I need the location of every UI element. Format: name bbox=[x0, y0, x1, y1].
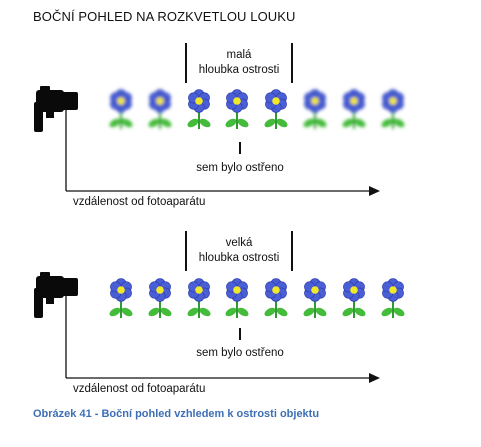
flower bbox=[109, 89, 133, 129]
flower bbox=[381, 89, 405, 129]
flower bbox=[148, 278, 172, 318]
distance-axis-label: vzdálenost od fotoaparátu bbox=[73, 383, 205, 395]
flower bbox=[342, 278, 366, 318]
figure-caption: Obrázek 41 - Boční pohled vzhledem k ost… bbox=[33, 408, 320, 420]
flower bbox=[148, 89, 172, 129]
flower bbox=[187, 278, 211, 318]
flower bbox=[109, 278, 133, 318]
flower bbox=[187, 89, 211, 129]
panel-shallow-dof: malá hloubka ostrosti sem bylo ostřeno v… bbox=[34, 43, 405, 208]
dof-label-size: malá bbox=[227, 49, 253, 61]
flower bbox=[342, 89, 366, 129]
flower bbox=[303, 89, 327, 129]
camera-icon bbox=[34, 272, 78, 318]
dof-label-depth: hloubka ostrosti bbox=[199, 252, 280, 264]
figure-heading: BOČNÍ POHLED NA ROZKVETLOU LOUKU bbox=[33, 9, 296, 24]
distance-axis-arrowhead bbox=[369, 373, 380, 383]
flower bbox=[225, 89, 249, 129]
focus-label: sem bylo ostřeno bbox=[196, 347, 284, 359]
distance-axis-label: vzdálenost od fotoaparátu bbox=[73, 196, 205, 208]
flower bbox=[225, 278, 249, 318]
flower bbox=[381, 278, 405, 318]
dof-label-depth: hloubka ostrosti bbox=[199, 64, 280, 76]
camera-icon bbox=[34, 86, 78, 132]
flower bbox=[303, 278, 327, 318]
flower-row bbox=[109, 278, 405, 318]
focus-label: sem bylo ostřeno bbox=[196, 162, 284, 174]
dof-label-size: velká bbox=[226, 237, 253, 249]
panel-deep-dof: velká hloubka ostrosti sem bylo ostřeno … bbox=[34, 231, 405, 395]
flower bbox=[264, 278, 288, 318]
flower-row bbox=[109, 89, 405, 129]
flower bbox=[264, 89, 288, 129]
distance-axis-arrowhead bbox=[369, 186, 380, 196]
